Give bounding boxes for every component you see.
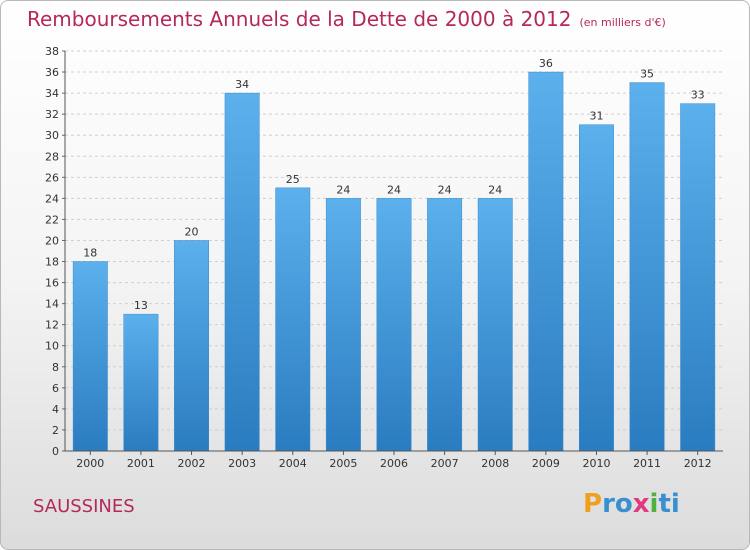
y-tick-label: 20 [45, 234, 59, 247]
commune-name: SAUSSINES [33, 496, 135, 517]
y-tick-label: 6 [52, 382, 59, 395]
data-label-2008: 24 [488, 183, 502, 196]
data-label-2003: 34 [235, 78, 249, 91]
bar-2004 [275, 187, 311, 452]
logo-letter: x [632, 489, 650, 519]
x-tick-label-2000: 2000 [76, 457, 104, 470]
y-tick-label: 16 [45, 277, 59, 290]
data-label-2002: 20 [185, 225, 199, 238]
y-tick-label: 24 [45, 192, 59, 205]
bar-2005 [325, 198, 361, 452]
bar-2003 [224, 92, 260, 452]
logo-letter: o [614, 489, 633, 519]
y-tick-label: 36 [45, 66, 59, 79]
x-axis: 2000 2001 2002 2003 2004 2005 2006 2007 2008 2009… [65, 450, 723, 470]
bar-2002 [174, 240, 209, 452]
y-tick-label: 22 [45, 213, 59, 226]
y-tick-label: 18 [45, 256, 59, 269]
bar-2009 [528, 71, 564, 452]
data-label-2001: 13 [134, 299, 148, 312]
logo-letter: i [649, 489, 659, 519]
x-tick-label-2002: 2002 [178, 457, 206, 470]
x-tick-label-2006: 2006 [380, 457, 408, 470]
data-label-2007: 24 [438, 183, 452, 196]
y-tick-label: 38 [45, 45, 59, 58]
data-label-2010: 31 [589, 110, 603, 123]
data-label-2006: 24 [387, 183, 401, 196]
data-label-2005: 24 [336, 183, 350, 196]
bar-2010 [579, 124, 614, 452]
y-tick-label: 0 [52, 445, 59, 458]
y-tick-label: 26 [45, 171, 59, 184]
y-tick-label: 8 [52, 361, 59, 374]
x-tick-label-2003: 2003 [228, 457, 256, 470]
y-tick-label: 30 [45, 129, 59, 142]
logo-letter: i [670, 489, 680, 519]
x-tick-label-2009: 2009 [532, 457, 560, 470]
data-label-2012: 33 [691, 89, 705, 102]
y-tick-label: 28 [45, 150, 59, 163]
x-tick-label-2004: 2004 [279, 457, 307, 470]
logo-letter: P [583, 489, 603, 519]
x-tick-label-2007: 2007 [431, 457, 459, 470]
y-tick-label: 10 [45, 340, 59, 353]
bar-2006 [376, 198, 412, 452]
x-tick-label-2010: 2010 [582, 457, 610, 470]
chart-title-block: Remboursements Annuels de la Dette de 20… [27, 7, 666, 31]
x-tick-label-2005: 2005 [329, 457, 357, 470]
x-tick-label-2008: 2008 [481, 457, 509, 470]
bar-2001 [123, 313, 159, 452]
logo-letter: r [602, 489, 615, 519]
x-tick-label-2011: 2011 [633, 457, 661, 470]
x-tick-label-2001: 2001 [127, 457, 155, 470]
bar-2008 [477, 198, 513, 452]
y-tick-label: 2 [52, 424, 59, 437]
y-tick-label: 32 [45, 108, 59, 121]
chart-title: Remboursements Annuels de la Dette de 20… [27, 7, 572, 31]
y-tick-label: 4 [52, 403, 59, 416]
bar-2000 [72, 261, 108, 452]
bar-2011 [629, 82, 665, 452]
proxiti-logo: Proxiti [583, 489, 680, 519]
chart-subtitle: (en milliers d'€) [579, 16, 666, 29]
y-tick-label: 34 [45, 87, 59, 100]
bar-2007 [427, 198, 463, 452]
bar-2012 [680, 103, 716, 452]
y-tick-label: 12 [45, 319, 59, 332]
data-label-2011: 35 [640, 68, 654, 81]
x-tick-label-2012: 2012 [684, 457, 712, 470]
logo-letter: t [658, 489, 671, 519]
y-tick-label: 14 [45, 298, 59, 311]
data-label-2004: 25 [286, 173, 300, 186]
data-label-2000: 18 [83, 247, 97, 260]
bars: 18 13 20 34 25 24 24 24 24 36 31 35 33 [72, 57, 716, 452]
data-label-2009: 36 [539, 57, 553, 70]
